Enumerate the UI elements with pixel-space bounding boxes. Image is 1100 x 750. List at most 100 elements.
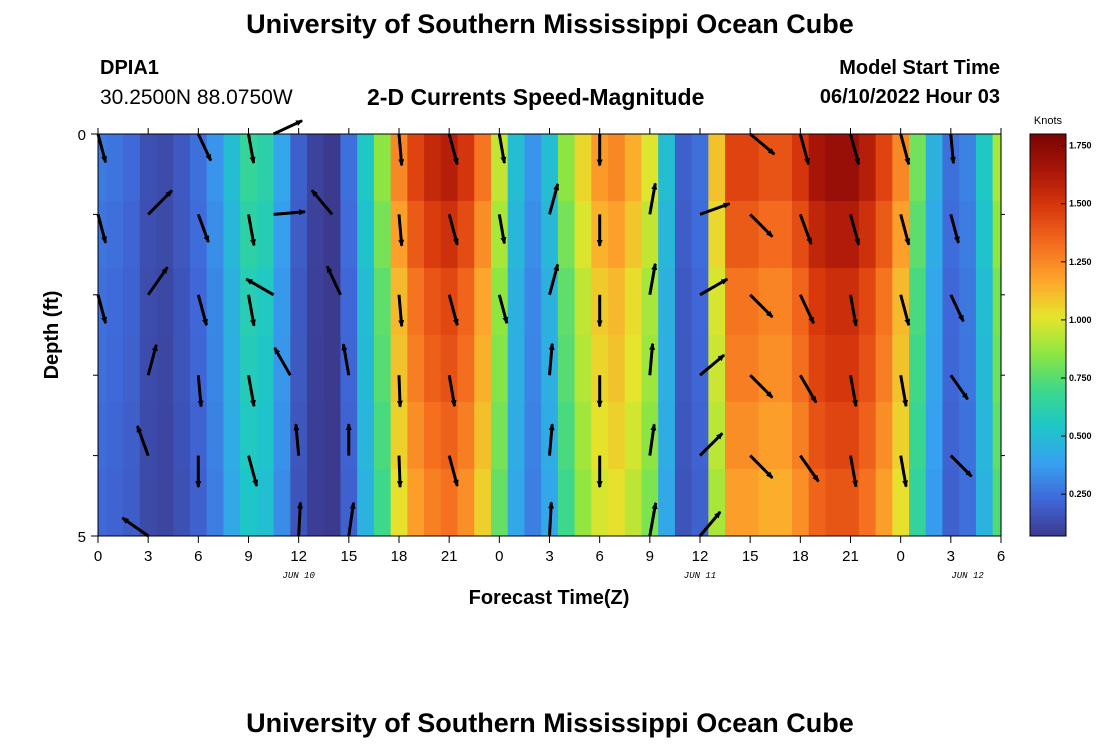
heatmap-cell	[925, 134, 944, 202]
heatmap-cell	[641, 402, 659, 470]
heatmap-cell	[357, 402, 375, 470]
heatmap-cell	[975, 469, 994, 537]
heatmap-cell	[741, 402, 760, 470]
x-tick-label: 15	[742, 548, 759, 565]
heatmap-cell	[708, 469, 726, 537]
heatmap-cell	[189, 335, 208, 403]
heatmap-cell	[975, 335, 994, 403]
heatmap-cell	[507, 335, 526, 403]
heatmap-cell	[357, 335, 375, 403]
current-vector-arrow	[698, 432, 724, 457]
current-vector-arrow	[899, 133, 911, 166]
heatmap-cell	[524, 268, 542, 336]
current-vector-arrow	[147, 189, 173, 216]
current-vector-arrow	[548, 342, 555, 376]
heatmap-cell	[825, 469, 843, 537]
heatmap-cell	[139, 134, 158, 202]
current-vector-arrow	[341, 343, 351, 376]
heatmap-cell	[424, 201, 442, 269]
heatmap-cell	[373, 134, 392, 202]
heatmap-cell	[457, 268, 475, 336]
colorbar-unit-label: Knots	[1034, 115, 1063, 127]
heatmap-cell	[173, 335, 191, 403]
current-vector-arrow	[96, 214, 108, 244]
heatmap-cell	[875, 268, 893, 336]
heatmap-cell	[256, 134, 275, 202]
heatmap-cell	[557, 134, 576, 202]
heatmap-cell	[307, 134, 325, 202]
heatmap-cell	[206, 335, 225, 403]
heatmap-cell	[240, 134, 258, 202]
heatmap-cell	[123, 201, 141, 269]
heatmap-cell	[775, 402, 793, 470]
heatmap-cell	[925, 402, 944, 470]
x-tick-label: 21	[441, 548, 458, 565]
heatmap-cell	[541, 201, 559, 269]
heatmap-cell	[173, 201, 191, 269]
current-vector-arrow	[247, 455, 259, 487]
heatmap-cell	[123, 268, 141, 336]
heatmap-cell	[574, 201, 592, 269]
current-vector-arrow	[648, 182, 658, 215]
heatmap-cell	[206, 134, 225, 202]
heatmap-cell	[457, 201, 475, 269]
heatmap-cell	[758, 201, 776, 269]
heatmap-cell	[892, 402, 910, 470]
heatmap-cell	[708, 268, 726, 336]
heatmap-cell	[909, 335, 927, 403]
heatmap-cell	[992, 201, 1002, 269]
heatmap-cell	[340, 201, 358, 269]
heatmap-cell	[373, 402, 392, 470]
heatmap-cell	[273, 469, 291, 537]
current-vector-arrow	[899, 374, 909, 408]
heatmap-cell	[189, 201, 208, 269]
current-vector-arrow	[949, 294, 965, 323]
current-vector-arrow	[447, 133, 459, 166]
heatmap-cell	[942, 402, 960, 470]
current-vector-arrow	[648, 342, 656, 376]
heatmap-cell	[440, 402, 459, 470]
heatmap-cell	[557, 335, 576, 403]
heatmap-cell	[223, 335, 241, 403]
heatmap-cells	[98, 134, 1002, 537]
x-tick-label: 6	[595, 548, 603, 565]
heatmap-cell	[758, 268, 776, 336]
heatmap-cell	[875, 335, 893, 403]
current-vector-arrow	[699, 202, 731, 216]
heatmap-cell	[524, 201, 542, 269]
heatmap-cell	[440, 268, 459, 336]
footer-title: University of Southern Mississippi Ocean…	[246, 708, 854, 738]
current-vector-arrow	[899, 455, 909, 488]
heatmap-cell	[574, 134, 592, 202]
heatmap-cell	[457, 402, 475, 470]
heatmap-cell	[307, 201, 325, 269]
heatmap-cell	[340, 268, 358, 336]
model-start-label: Model Start Time	[839, 57, 1000, 79]
heatmap-cell	[507, 469, 526, 537]
heatmap-cell	[959, 201, 977, 269]
heatmap-cell	[323, 201, 342, 269]
current-vector-arrow	[497, 294, 509, 325]
x-tick-label: 21	[842, 548, 859, 565]
heatmap-cell	[825, 201, 843, 269]
current-vector-arrow	[325, 265, 342, 296]
current-vector-arrow	[247, 133, 256, 164]
heatmap-cell	[808, 402, 827, 470]
current-vector-arrow	[849, 214, 861, 246]
heatmap-cell	[474, 201, 492, 269]
current-vector-arrow	[899, 214, 911, 246]
heatmap-cell	[424, 268, 442, 336]
heatmap-cell	[624, 469, 643, 537]
heatmap-cell	[842, 134, 860, 202]
current-vectors	[96, 119, 973, 538]
heatmap-cell	[173, 134, 191, 202]
heatmap-cell	[440, 134, 459, 202]
heatmap-cell	[975, 268, 994, 336]
heatmap-cell	[725, 469, 743, 537]
heatmap-cell	[189, 402, 208, 470]
heatmap-cell	[925, 335, 944, 403]
heatmap-cell	[791, 201, 810, 269]
heatmap-cell	[942, 469, 960, 537]
heatmap-cell	[892, 134, 910, 202]
current-vector-arrow	[497, 133, 507, 164]
